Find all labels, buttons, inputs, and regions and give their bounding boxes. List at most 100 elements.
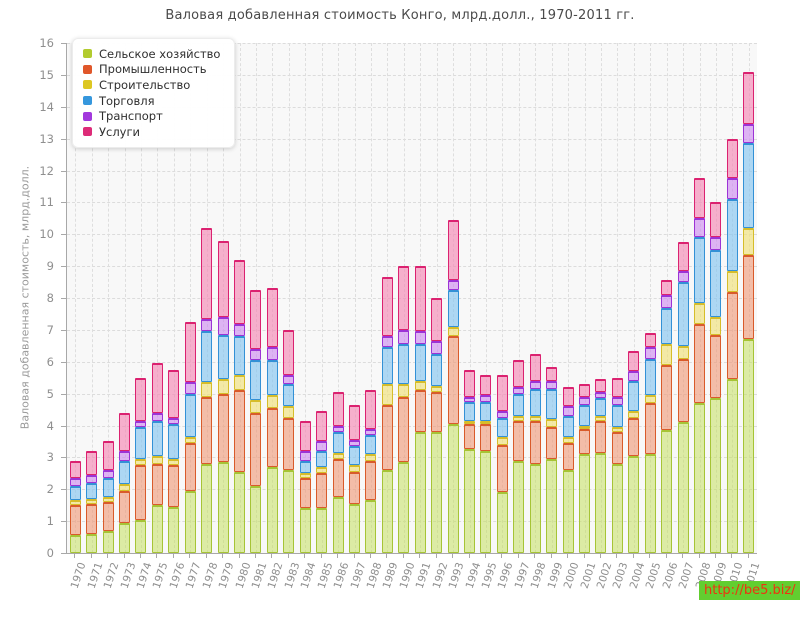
bar-segment bbox=[299, 473, 311, 479]
bar-segment bbox=[513, 387, 525, 394]
bar-segment bbox=[151, 463, 163, 506]
bar-segment bbox=[365, 500, 377, 553]
footer-link[interactable]: http://be5.biz/ bbox=[699, 581, 800, 600]
bar-segment bbox=[151, 420, 163, 456]
y-tick-label: 9 bbox=[46, 259, 54, 274]
x-tick-mark bbox=[567, 554, 569, 558]
gridline-horizontal bbox=[67, 234, 757, 236]
x-tick-mark bbox=[665, 554, 667, 558]
gridline-horizontal bbox=[67, 106, 757, 108]
bar-segment bbox=[546, 427, 558, 459]
legend-item[interactable]: Промышленность bbox=[83, 62, 220, 78]
bar-segment bbox=[743, 124, 755, 144]
bar-segment bbox=[217, 393, 229, 463]
bar-segment bbox=[217, 334, 229, 380]
x-tick-mark bbox=[287, 554, 289, 558]
gridline-vertical bbox=[305, 43, 307, 553]
bar-segment bbox=[595, 398, 607, 416]
gridline-horizontal bbox=[67, 521, 757, 523]
y-tick-mark bbox=[61, 138, 66, 140]
bar-segment bbox=[611, 396, 623, 405]
bar-segment bbox=[381, 336, 393, 348]
bar-segment bbox=[151, 412, 163, 421]
bar-segment bbox=[726, 291, 738, 380]
bar-segment bbox=[480, 374, 492, 396]
y-tick-mark bbox=[61, 298, 66, 299]
bar-segment bbox=[86, 474, 98, 483]
legend-item[interactable]: Сельское хозяйство bbox=[83, 46, 220, 62]
x-axis: 1970 1971 1972 1973 1974 1975 1976 1977 1978 1979… bbox=[66, 554, 762, 600]
bar-segment bbox=[135, 519, 147, 553]
bar-segment bbox=[119, 451, 130, 461]
bar-segment bbox=[710, 250, 722, 318]
gridline-vertical bbox=[568, 43, 570, 553]
bar-segment bbox=[234, 323, 245, 337]
bar-segment bbox=[283, 470, 295, 553]
gridline-vertical bbox=[190, 43, 192, 553]
bar-segment bbox=[217, 379, 229, 394]
bar-segment bbox=[381, 470, 393, 553]
bar-segment bbox=[86, 498, 98, 504]
bar-segment bbox=[661, 280, 673, 295]
y-tick-mark bbox=[61, 170, 66, 172]
y-tick-mark bbox=[61, 393, 66, 395]
bar-segment bbox=[168, 417, 180, 424]
legend-item[interactable]: Услуги bbox=[83, 124, 220, 140]
bar-segment bbox=[677, 242, 689, 271]
bar-segment bbox=[135, 427, 147, 459]
y-tick-label: 16 bbox=[39, 36, 54, 50]
bar-segment bbox=[661, 364, 673, 431]
bar-segment bbox=[168, 506, 180, 553]
bar-segment bbox=[496, 492, 508, 553]
x-tick-mark bbox=[402, 554, 404, 558]
bar-segment bbox=[529, 353, 541, 381]
bar-segment bbox=[628, 411, 640, 418]
bar-segment bbox=[299, 478, 311, 509]
legend-label: Сельское хозяйство bbox=[99, 46, 221, 61]
bar-segment bbox=[677, 270, 689, 283]
bar-segment bbox=[201, 382, 213, 397]
bar-segment bbox=[743, 71, 755, 125]
bar-segment bbox=[644, 395, 656, 404]
bar-segment bbox=[546, 419, 558, 428]
bar-segment bbox=[184, 382, 196, 394]
bar-segment bbox=[102, 470, 114, 479]
legend-item[interactable]: Торговля bbox=[83, 93, 220, 109]
legend: Сельское хозяйство Промышленность Строител… bbox=[72, 38, 236, 148]
y-tick-mark bbox=[61, 202, 66, 204]
gridline-vertical bbox=[370, 43, 372, 553]
bar-segment bbox=[316, 411, 328, 442]
x-tick-mark bbox=[222, 554, 224, 558]
gridline-vertical bbox=[321, 43, 323, 553]
x-tick-mark bbox=[74, 554, 76, 558]
bar-segment bbox=[102, 497, 114, 502]
legend-item[interactable]: Транспорт bbox=[83, 108, 220, 124]
bar-segment bbox=[743, 254, 755, 340]
bar-segment bbox=[529, 415, 541, 421]
bar-segment bbox=[234, 374, 245, 391]
x-tick-mark bbox=[698, 554, 700, 558]
y-tick-label: 1 bbox=[46, 514, 54, 529]
gridline-horizontal bbox=[67, 361, 757, 363]
bar-segment bbox=[414, 266, 426, 332]
bar-segment bbox=[381, 404, 393, 471]
x-tick-mark bbox=[386, 554, 388, 558]
bar-segment bbox=[611, 377, 623, 397]
bar-segment bbox=[283, 417, 295, 471]
bar-segment bbox=[398, 266, 410, 330]
legend-item[interactable]: Строительство bbox=[83, 77, 220, 93]
y-tick-label: 14 bbox=[39, 99, 54, 114]
x-tick-mark bbox=[271, 554, 273, 558]
bar-segment bbox=[365, 428, 377, 436]
bar-segment bbox=[480, 401, 492, 421]
gridline-vertical bbox=[650, 43, 652, 553]
bar-segment bbox=[694, 302, 705, 324]
bar-segment bbox=[234, 471, 245, 553]
bar-segment bbox=[398, 329, 410, 345]
bar-segment bbox=[431, 392, 443, 432]
bar-segment bbox=[332, 431, 344, 453]
bar-segment bbox=[250, 486, 262, 553]
x-tick-mark bbox=[90, 554, 92, 558]
legend-swatch-icon bbox=[83, 80, 92, 90]
chart-title: Валовая добавленная стоимость Конго, млр… bbox=[165, 8, 635, 23]
